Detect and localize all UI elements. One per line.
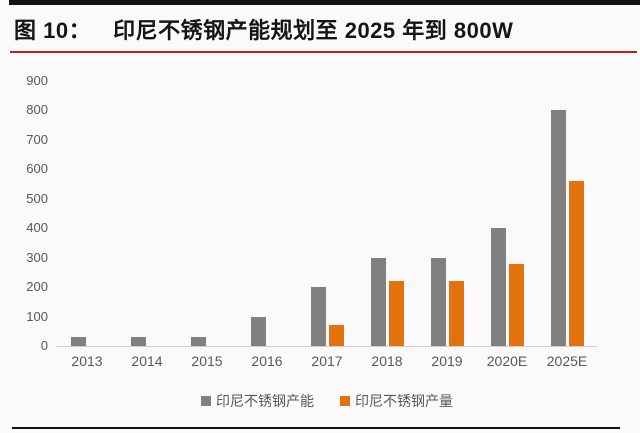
y-tick-label: 700 <box>26 131 48 147</box>
x-tick-label-2014: 2014 <box>131 353 163 369</box>
y-tick-label: 600 <box>26 161 48 177</box>
bar-capacity-2014 <box>130 337 146 346</box>
bar-production-2020e <box>508 264 524 346</box>
x-tick-label-2020e: 2020E <box>486 353 528 369</box>
legend-swatch-production <box>340 396 350 406</box>
y-tick-label: 400 <box>26 220 48 236</box>
bar-capacity-2015 <box>190 337 206 346</box>
bar-group-2017 <box>297 81 357 346</box>
chart-plot-area <box>57 81 597 347</box>
x-axis-tick-labels: 2013 2014 2015 2016 2017 2018 2019 2020E 2025E <box>57 353 597 369</box>
y-tick-label: 300 <box>26 249 48 265</box>
y-tick-label: 800 <box>26 102 48 118</box>
y-tick-label: 100 <box>26 308 48 324</box>
bar-group-2020e <box>477 81 537 346</box>
bar-capacity-2013 <box>70 337 86 346</box>
chart-legend: 印尼不锈钢产能 印尼不锈钢产量 <box>57 391 597 411</box>
y-tick-label: 0 <box>40 338 48 353</box>
y-tick-label: 900 <box>26 73 48 88</box>
x-tick-label-2018: 2018 <box>371 353 403 369</box>
bar-group-2014 <box>117 81 177 346</box>
legend-item-production: 印尼不锈钢产量 <box>340 391 453 411</box>
bar-capacity-2018 <box>370 258 386 346</box>
bar-capacity-2025e <box>550 110 566 346</box>
x-tick-label-2025e: 2025E <box>546 353 588 369</box>
bar-production-2018 <box>388 281 404 346</box>
x-tick-label-2019: 2019 <box>431 353 463 369</box>
legend-swatch-capacity <box>201 396 211 406</box>
y-tick-label: 200 <box>26 279 48 295</box>
figure-title-text: 印尼不锈钢产能规划至 2025 年到 800W <box>113 18 514 43</box>
bar-capacity-2019 <box>430 258 446 346</box>
y-tick-label: 500 <box>26 190 48 206</box>
bar-capacity-2020e <box>490 228 506 346</box>
figure-title: 图 10： 印尼不锈钢产能规划至 2025 年到 800W <box>14 13 634 45</box>
bottom-divider-rule <box>12 427 620 429</box>
legend-label-capacity: 印尼不锈钢产能 <box>216 393 314 409</box>
title-underline-rule <box>10 51 637 53</box>
x-tick-label-2017: 2017 <box>311 353 343 369</box>
top-divider-bar <box>9 0 640 5</box>
bar-group-2015 <box>177 81 237 346</box>
bar-production-2025e <box>568 181 584 346</box>
legend-label-production: 印尼不锈钢产量 <box>355 393 453 409</box>
bar-group-2013 <box>57 81 117 346</box>
bar-capacity-2016 <box>250 317 266 346</box>
x-tick-label-2015: 2015 <box>191 353 223 369</box>
figure-label: 图 10： <box>14 18 92 43</box>
legend-item-capacity: 印尼不锈钢产能 <box>201 391 314 411</box>
bar-group-2016 <box>237 81 297 346</box>
x-tick-label-2016: 2016 <box>251 353 283 369</box>
bar-capacity-2017 <box>310 287 326 346</box>
x-tick-label-2013: 2013 <box>71 353 103 369</box>
bar-production-2019 <box>448 281 464 346</box>
bar-group-2018 <box>357 81 417 346</box>
bar-production-2017 <box>328 325 344 346</box>
bar-group-2019 <box>417 81 477 346</box>
bar-group-2025e <box>537 81 597 346</box>
